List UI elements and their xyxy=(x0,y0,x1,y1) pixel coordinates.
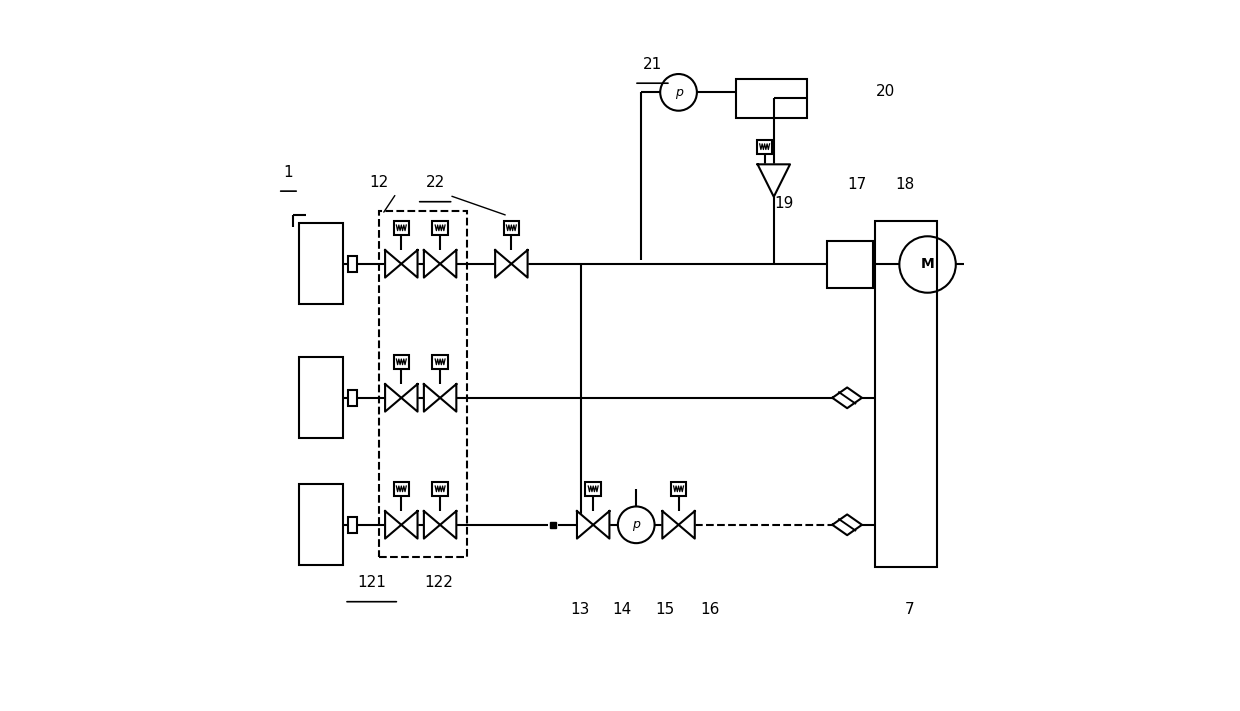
Text: 18: 18 xyxy=(895,177,915,192)
Polygon shape xyxy=(678,511,694,539)
Text: p: p xyxy=(632,518,640,531)
Bar xyxy=(378,211,467,557)
Polygon shape xyxy=(511,250,527,277)
Text: 21: 21 xyxy=(642,57,662,72)
Text: 19: 19 xyxy=(775,196,794,211)
Text: p: p xyxy=(675,86,682,99)
Polygon shape xyxy=(402,511,418,539)
Bar xyxy=(393,482,409,496)
Polygon shape xyxy=(424,250,440,277)
Bar xyxy=(433,482,448,496)
Bar xyxy=(393,220,409,235)
Polygon shape xyxy=(832,387,862,408)
Polygon shape xyxy=(386,511,402,539)
Text: 15: 15 xyxy=(655,602,675,617)
Bar xyxy=(756,139,773,154)
Bar xyxy=(433,220,448,235)
Polygon shape xyxy=(495,250,511,277)
Text: 7: 7 xyxy=(904,602,914,617)
Polygon shape xyxy=(386,250,402,277)
Bar xyxy=(433,355,448,369)
Bar xyxy=(671,482,686,496)
Bar xyxy=(827,240,873,289)
Bar xyxy=(393,355,409,369)
Bar xyxy=(875,221,937,567)
Polygon shape xyxy=(758,164,790,197)
Bar xyxy=(299,484,342,565)
Polygon shape xyxy=(440,250,456,277)
Text: M: M xyxy=(920,257,935,272)
Text: 17: 17 xyxy=(847,177,867,192)
Bar xyxy=(348,517,357,533)
Polygon shape xyxy=(402,384,418,412)
Polygon shape xyxy=(386,384,402,412)
Polygon shape xyxy=(440,511,456,539)
Text: 13: 13 xyxy=(570,602,589,617)
Bar xyxy=(348,390,357,405)
Bar xyxy=(299,223,342,304)
Text: 20: 20 xyxy=(875,84,895,99)
Polygon shape xyxy=(662,511,678,539)
Text: 1: 1 xyxy=(284,164,293,180)
Text: 12: 12 xyxy=(370,175,388,190)
Text: 16: 16 xyxy=(701,602,720,617)
Text: 122: 122 xyxy=(424,575,453,590)
Polygon shape xyxy=(832,515,862,535)
Text: 22: 22 xyxy=(425,175,445,190)
Polygon shape xyxy=(424,384,440,412)
Bar xyxy=(585,482,601,496)
Text: 14: 14 xyxy=(613,602,631,617)
Bar xyxy=(299,357,342,439)
Polygon shape xyxy=(577,511,593,539)
Bar xyxy=(503,220,520,235)
Polygon shape xyxy=(593,511,609,539)
Text: 121: 121 xyxy=(357,575,386,590)
Bar xyxy=(348,256,357,272)
Polygon shape xyxy=(424,511,440,539)
Polygon shape xyxy=(402,250,418,277)
Bar xyxy=(737,79,807,118)
Polygon shape xyxy=(440,384,456,412)
